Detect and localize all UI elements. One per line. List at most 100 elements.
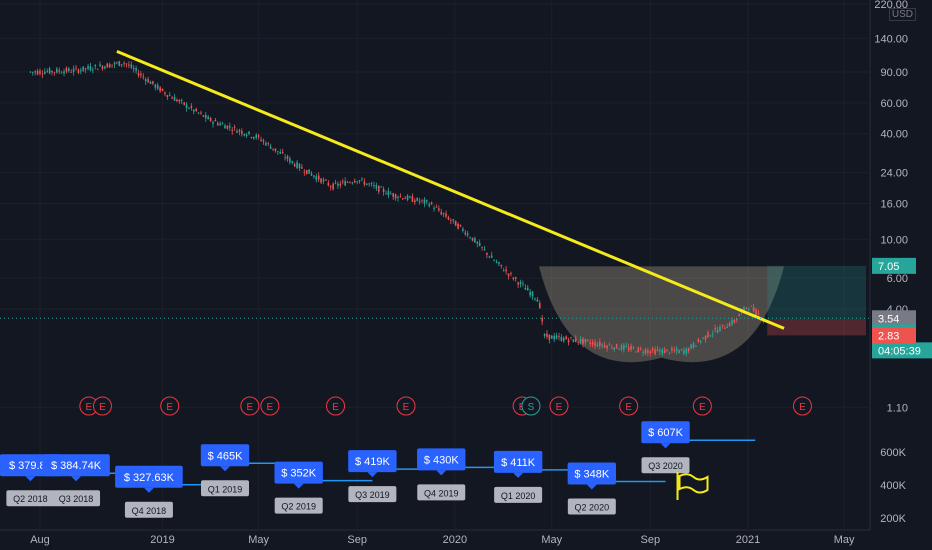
volume-callout-value: $ 411K [501, 457, 536, 469]
candle-body [272, 148, 274, 150]
price-axis-label: 2.83 [878, 330, 899, 342]
earnings-marker-letter: E [625, 402, 632, 413]
candle-body [632, 347, 635, 349]
earnings-marker [792, 396, 812, 416]
candle-body [349, 182, 351, 183]
candle-body [406, 195, 409, 200]
currency-label[interactable]: USD [888, 8, 916, 21]
candle-body [596, 344, 599, 347]
candle-body [204, 114, 207, 119]
candle-body [325, 179, 327, 181]
candle-body [327, 183, 330, 186]
candle-body [224, 125, 226, 129]
volume-callout-value: $ 348K [574, 468, 610, 480]
volume-callout-pointer [143, 487, 154, 493]
candle-body [550, 335, 553, 339]
candle-body [53, 72, 56, 73]
earnings-marker [260, 396, 280, 416]
candle-body [214, 119, 217, 122]
candle-body [149, 81, 152, 84]
candle-body [353, 180, 356, 183]
candle-body [514, 277, 517, 279]
earnings-marker-letter: E [99, 402, 106, 413]
candle-body [498, 262, 500, 264]
candle-body [132, 67, 135, 70]
candle-body [63, 71, 65, 74]
candle-body [284, 157, 286, 159]
candle-body [522, 283, 524, 285]
volume-callout-pointer [220, 466, 231, 472]
candle-body [644, 349, 647, 354]
candle-body [627, 347, 630, 351]
candle-body [546, 333, 548, 337]
candle-body [618, 349, 620, 350]
candle-body [255, 134, 258, 138]
candle-body [404, 198, 407, 199]
candle-body [147, 79, 149, 83]
candle-body [125, 63, 128, 65]
candle-body [445, 213, 447, 217]
downtrend-line [116, 49, 785, 330]
candle-body [166, 95, 169, 97]
candle-body [262, 140, 265, 142]
volume-callout-pointer [586, 484, 597, 490]
volume-callout-value: $ 430K [424, 454, 460, 466]
candle-body [389, 193, 392, 195]
volume-callout-value: $ 327.63K [124, 472, 175, 484]
price-axis-label-box [872, 342, 932, 359]
candle-body [442, 213, 445, 215]
quarter-label-box [52, 490, 101, 507]
candle-body [704, 335, 707, 340]
candle-body [529, 291, 531, 296]
candle-body [60, 72, 63, 74]
candle-body [192, 109, 195, 112]
volume-tick-label: 600K [880, 447, 906, 459]
candle-body [623, 345, 625, 350]
candle-body [428, 204, 431, 207]
candle-body [241, 130, 243, 134]
candle-body [738, 314, 740, 317]
position-loss-zone [767, 319, 866, 336]
candle-body [113, 62, 116, 65]
candle-body [305, 170, 308, 174]
candle-body [507, 273, 510, 276]
price-tick-label: 220.00 [874, 0, 908, 11]
candle-body [322, 179, 325, 182]
candle-body [178, 99, 181, 102]
candle-body [683, 350, 685, 354]
candle-body [495, 261, 498, 263]
candle-body [140, 73, 142, 76]
candle-body [642, 352, 644, 353]
candle-body [454, 220, 457, 226]
candle-body [426, 200, 428, 202]
candle-body [82, 66, 85, 71]
candle-body [687, 348, 690, 352]
candle-body [31, 71, 34, 73]
candle-body [524, 287, 527, 290]
candle-body [217, 122, 219, 125]
candle-body [296, 162, 298, 169]
candle-body [277, 151, 279, 153]
volume-callout-box [115, 465, 183, 488]
quarter-label: Q3 2019 [355, 490, 390, 500]
candle-body [510, 273, 512, 274]
candle-body [380, 186, 382, 188]
candle-body [334, 182, 337, 184]
candle-body [731, 319, 733, 325]
candle-body [265, 142, 267, 146]
candle-body [329, 186, 332, 188]
candle-body [197, 112, 200, 114]
candle-body [144, 79, 147, 82]
candle-body [599, 341, 601, 347]
time-tick-label: May [541, 534, 562, 546]
quarter-label: Q1 2020 [501, 491, 536, 501]
candle-body [748, 308, 750, 310]
price-axis-label-box [872, 327, 916, 344]
price-tick-label: 90.00 [880, 67, 908, 79]
volume-callout-value: $ 352K [281, 468, 317, 480]
candle-body [745, 307, 748, 309]
time-tick-label: 2020 [443, 534, 467, 546]
candle-body [245, 134, 248, 137]
volume-callout-box [567, 462, 617, 485]
